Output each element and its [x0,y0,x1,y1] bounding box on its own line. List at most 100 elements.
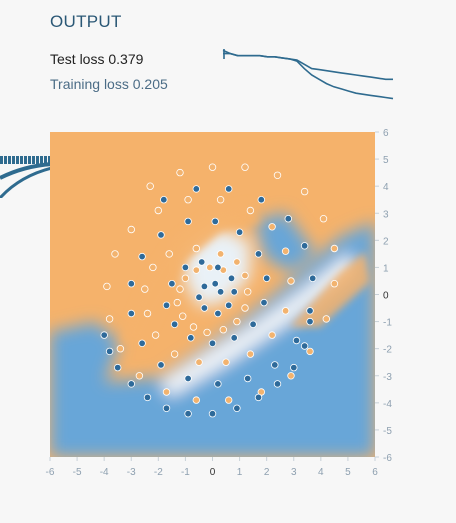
data-point-orange [224,396,233,404]
data-point-blue [292,336,301,345]
y-tick-label: 3 [383,209,389,220]
data-point-blue [127,309,135,318]
data-point-blue [309,274,317,282]
data-point-orange [287,277,295,285]
data-point-blue [300,242,309,250]
y-tick-label: 6 [383,128,389,139]
data-point-blue [184,374,192,383]
data-point-orange [208,163,217,171]
data-point-orange [330,279,339,288]
data-point-blue [162,404,171,412]
y-tick-label: -6 [383,453,392,464]
data-point-blue [262,274,271,282]
y-tick-label: 1 [383,263,389,274]
data-point-orange [154,206,162,215]
x-tick-label: -6 [46,467,55,478]
test-loss-label: Test loss [50,51,105,67]
x-tick-label: -3 [127,467,136,478]
data-point-orange [184,195,192,204]
data-point-blue [168,279,176,288]
data-point-blue [197,258,206,266]
data-point-blue [257,195,265,204]
output-title: OUTPUT [50,12,122,31]
data-point-orange [195,358,203,366]
y-tick-label: -2 [383,345,392,356]
data-point-orange [203,328,211,337]
data-point-blue [160,195,168,204]
x-tick-label: 4 [318,467,324,478]
data-point-orange [181,274,190,282]
data-point-orange [322,315,330,323]
data-point-orange [281,307,290,315]
data-point-blue [105,347,114,356]
x-tick-label: 0 [210,467,216,478]
data-point-orange [306,347,314,356]
data-point-blue [306,307,314,315]
data-point-orange [143,309,152,318]
data-point-orange [162,388,171,396]
y-tick-label: 5 [383,155,389,166]
y-tick-label: -1 [383,318,392,329]
data-point-orange [176,285,184,293]
y-tick-label: -5 [383,426,392,437]
data-point-blue [211,217,219,226]
region-white-band [160,252,355,397]
data-point-orange [135,372,144,380]
loss-lines [222,49,394,100]
data-point-blue [214,380,222,388]
data-point-blue [157,231,165,239]
data-point-blue [127,380,135,388]
data-point-blue [187,334,195,342]
x-tick-label: 6 [372,467,378,478]
data-point-blue [208,339,217,347]
y-tick-label: 0 [383,291,389,302]
data-point-blue [200,282,209,291]
data-point-blue [243,374,252,383]
data-point-blue [227,274,236,282]
points-layer [100,163,339,418]
x-tick-label: -4 [100,467,109,478]
data-point-blue [100,331,108,339]
test-loss-line [223,52,393,81]
data-point-orange [243,288,252,296]
training-loss-row: Training loss 0.205 [50,76,168,92]
data-point-blue [230,288,238,296]
data-point-orange [281,247,290,255]
heatmap-svg [50,132,375,457]
data-point-orange [300,187,309,196]
data-point-blue [216,288,225,296]
data-point-orange [165,250,173,258]
y-tick-label: 4 [383,182,389,193]
link-path-2 [0,162,52,180]
data-point-orange [176,168,184,177]
data-point-blue [138,252,146,261]
orange-arm-1 [120,202,260,342]
data-point-orange [105,315,114,323]
data-point-orange [192,396,200,404]
data-point-orange [173,298,181,307]
x-tick-label: 2 [264,467,270,478]
data-point-orange [206,263,214,272]
data-point-orange [246,350,255,358]
data-point-orange [246,206,255,215]
data-point-orange [241,271,249,280]
training-loss-line [222,49,394,100]
data-point-orange [192,266,200,274]
data-point-orange [222,358,230,366]
y-tick-label: -3 [383,372,392,383]
data-point-orange [330,244,339,253]
link-path-3 [0,166,52,198]
data-point-blue [200,304,209,312]
data-point-blue [195,293,203,301]
y-tick-label: 2 [383,236,389,247]
data-point-blue [235,228,244,236]
decision-heatmap[interactable] [50,132,375,457]
data-point-blue [271,361,279,369]
data-point-blue [211,279,219,288]
data-point-blue [127,279,135,288]
data-point-blue [113,363,122,372]
data-point-orange [127,225,135,234]
data-point-orange [192,244,200,253]
data-point-blue [214,263,222,272]
data-point-orange [216,250,225,258]
